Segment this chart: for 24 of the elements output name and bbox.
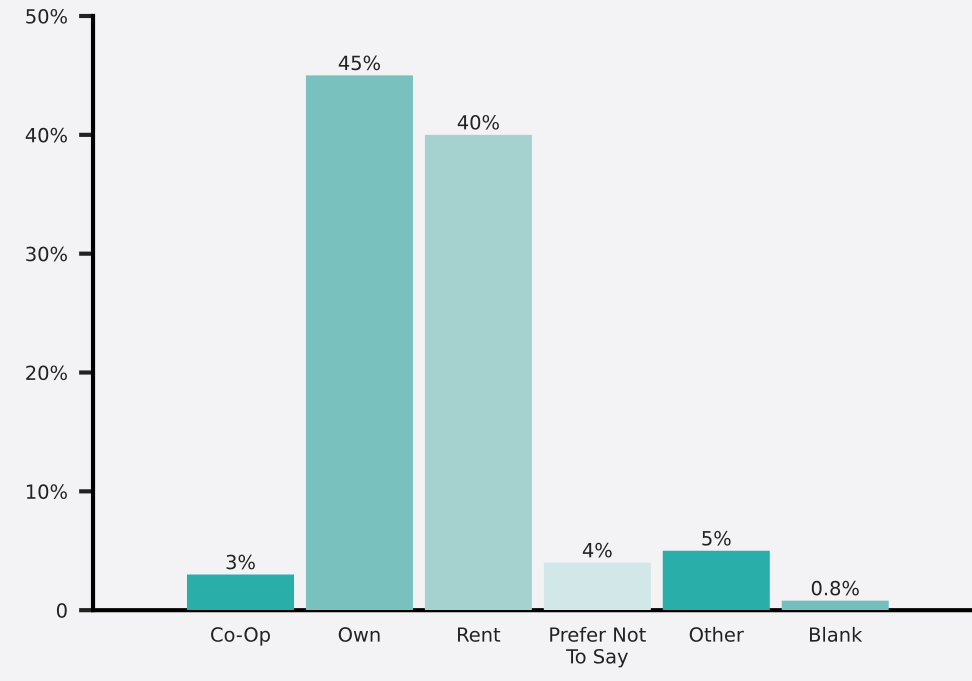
y-tick-label: 30% [26, 246, 67, 262]
x-tick-label: Prefer Not To Say [550, 626, 646, 668]
bar [782, 600, 889, 610]
bar [306, 75, 413, 610]
data-label: 0.8% [812, 580, 859, 596]
y-tick-label: 0 [56, 603, 67, 618]
bar [186, 574, 294, 610]
x-tick-label: Other [690, 626, 744, 642]
y-tick-label: 50% [26, 8, 67, 24]
x-tick-label: Blank [810, 626, 862, 642]
data-label: 40% [458, 114, 499, 130]
x-tick-label: Co-Op [211, 627, 270, 646]
bar [544, 562, 651, 610]
x-tick-label: Own [338, 627, 380, 642]
y-tick-label: 10% [26, 484, 67, 500]
y-tick-label: 20% [26, 365, 67, 380]
data-label: 5% [702, 530, 731, 546]
data-label: 4% [582, 542, 612, 558]
bar [662, 550, 770, 610]
data-label: 45% [338, 56, 380, 70]
y-tick-label: 40% [26, 128, 67, 142]
data-label: 3% [226, 554, 255, 570]
x-tick-label: Rent [458, 627, 500, 642]
bar [424, 134, 532, 610]
